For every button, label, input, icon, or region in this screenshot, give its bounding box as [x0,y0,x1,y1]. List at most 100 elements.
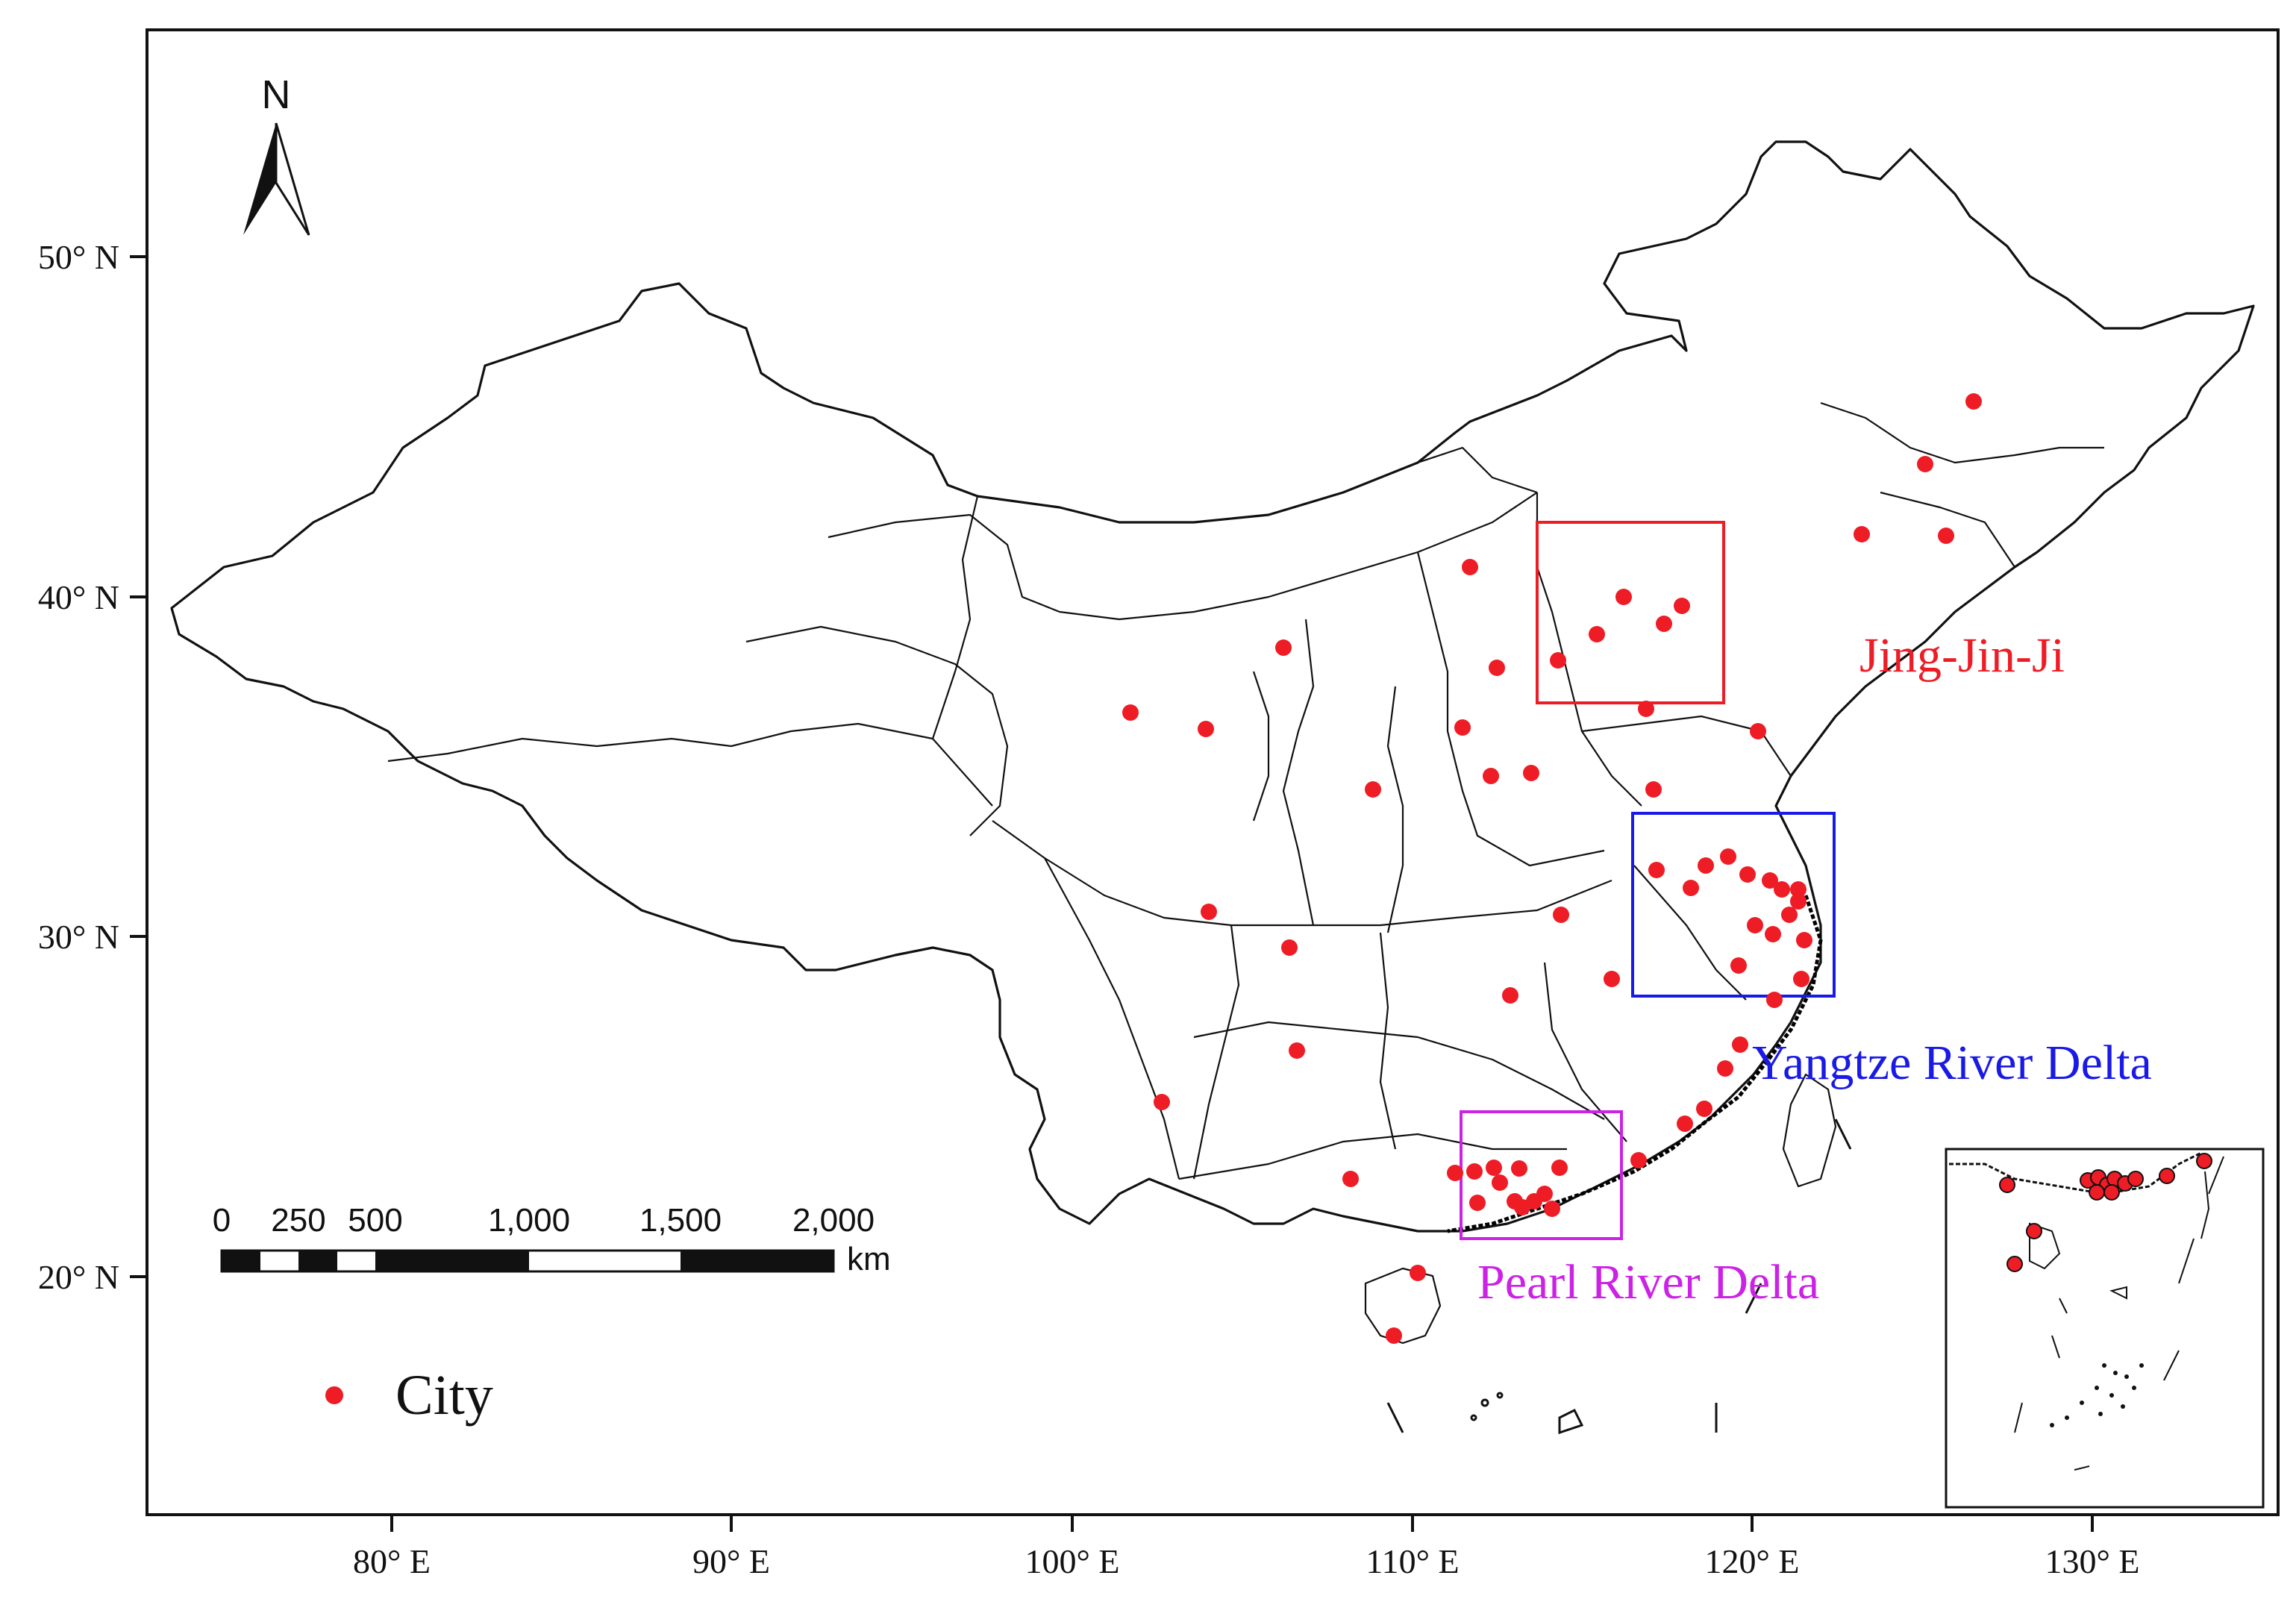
scale-tick-label: 2,000 [792,1202,875,1239]
city-marker [1489,660,1505,676]
city-marker [1677,1115,1693,1132]
pearl-river-delta-box [1460,1110,1623,1240]
scale-tick-label: 500 [348,1202,402,1239]
inset-city-marker [2026,1223,2042,1239]
country-outline [170,140,2255,1233]
city-marker [1683,880,1699,896]
city-marker [1365,781,1381,798]
legend-city-marker [325,1386,343,1404]
scale-bar: 0 250 500 1,000 1,500 2,000 km [213,1202,891,1277]
city-marker [1645,781,1662,798]
city-marker [1796,932,1812,948]
city-marker [1511,1160,1527,1177]
scale-unit: km [847,1241,891,1277]
y-tick-label: 30° N [38,918,119,956]
city-marker [1154,1094,1170,1110]
city-marker [1615,589,1632,605]
inset-city-marker [2103,1184,2120,1201]
city-marker [1342,1171,1359,1187]
inset-city-marker [1999,1177,2015,1193]
scale-tick-label: 1,500 [639,1202,722,1239]
map-frame [146,28,2280,1516]
city-marker [1638,701,1654,717]
city-marker [1766,992,1783,1008]
north-label: N [262,72,291,117]
city-marker [1589,626,1605,642]
city-marker [1502,987,1518,1004]
city-marker [1550,652,1566,669]
legend-label: City [395,1364,493,1427]
hainan-island [1364,1267,1442,1345]
south-sea-islands [1386,1118,1852,1435]
city-markers [1122,393,1982,1344]
city-marker [1198,721,1214,737]
y-axis: 50° N 40° N 30° N 20° N [38,238,147,1296]
city-marker [1793,971,1809,987]
city-marker [1750,723,1766,739]
y-tick-label: 20° N [38,1258,119,1296]
city-marker [1466,1163,1483,1180]
city-marker [1747,917,1763,933]
x-tick-label: 110° E [1366,1542,1459,1580]
city-marker [1938,528,1954,544]
city-marker [1483,768,1499,784]
city-marker [1454,719,1471,736]
north-arrow-icon: N [243,72,310,236]
x-tick-label: 100° E [1025,1542,1120,1580]
city-marker [1854,526,1870,542]
x-tick-label: 90° E [692,1542,770,1580]
city-marker [1762,872,1778,889]
city-marker [1486,1160,1502,1176]
city-marker [1447,1165,1463,1181]
city-marker [1281,939,1298,956]
city-marker [1730,957,1747,974]
city-marker [1732,1036,1748,1053]
x-tick-label: 130° E [2045,1542,2140,1580]
city-marker [1765,926,1781,942]
city-marker [1469,1195,1486,1211]
city-marker [1386,1327,1402,1344]
x-tick-label: 80° E [353,1542,431,1580]
city-marker [1739,866,1756,883]
city-marker [1410,1265,1426,1281]
city-marker [1523,765,1539,781]
scale-tick-label: 0 [213,1202,231,1239]
scale-tick-label: 1,000 [488,1202,570,1239]
inset-city-marker [2196,1153,2212,1169]
city-marker [1462,559,1478,575]
city-marker [1774,881,1790,898]
city-marker [1289,1042,1305,1059]
city-marker [1917,456,1933,472]
taiwan-island [1782,1073,1837,1188]
region-label-jing-jin-ji: Jing-Jin-Ji [1859,628,2065,683]
x-tick-label: 120° E [1705,1542,1800,1580]
city-marker [1674,598,1690,614]
region-label-pearl-river-delta: Pearl River Delta [1477,1255,1819,1309]
south-china-sea-inset [1945,1148,2265,1509]
city-marker [1698,857,1714,874]
scale-tick-label: 250 [271,1202,325,1239]
city-marker [1781,907,1798,923]
city-marker [1526,1193,1542,1210]
city-marker [1553,907,1569,923]
legend: City [325,1364,493,1427]
x-axis: 80° E 90° E 100° E 110° E 120° E 130° E [353,1515,2140,1580]
city-marker [1630,1152,1647,1168]
city-marker [1717,1060,1733,1077]
city-marker [1648,862,1665,878]
jing-jin-ji-box [1536,521,1725,704]
city-marker [1696,1101,1712,1117]
city-marker [1790,893,1807,910]
city-marker [1790,881,1807,898]
city-marker [1656,616,1672,632]
city-marker [1122,704,1139,721]
inset-city-marker [2006,1256,2023,1272]
city-marker [1544,1201,1560,1217]
inset-city-marker [2159,1168,2175,1184]
city-marker [1275,639,1292,656]
city-marker [1720,848,1736,865]
city-marker [1201,904,1217,920]
city-marker [1492,1174,1508,1191]
yangtze-river-delta-box [1631,812,1836,998]
inset-city-markers [1999,1153,2212,1272]
